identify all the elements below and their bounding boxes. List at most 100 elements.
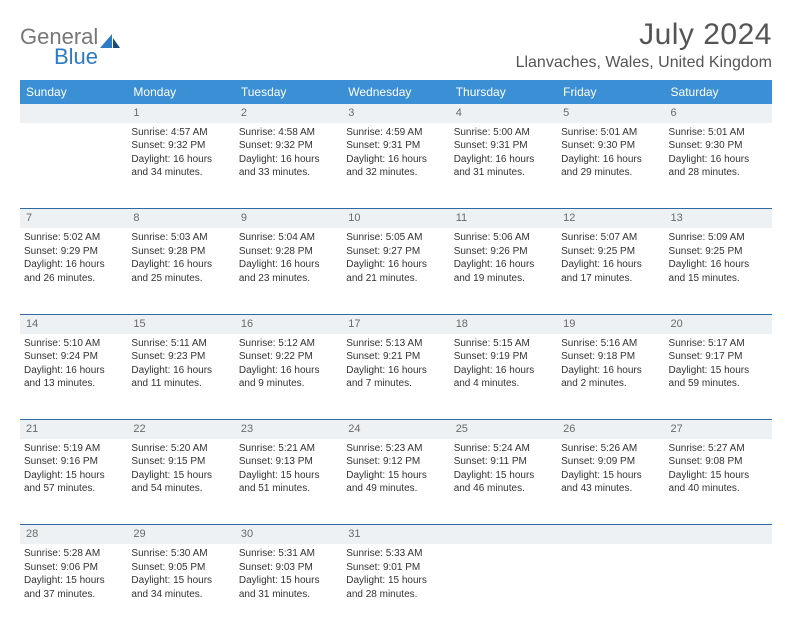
day-detail-cell	[450, 544, 557, 630]
sunset-line: Sunset: 9:30 PM	[561, 139, 660, 153]
day-detail-cell: Sunrise: 5:01 AMSunset: 9:30 PMDaylight:…	[665, 123, 772, 209]
day-detail-cell: Sunrise: 4:58 AMSunset: 9:32 PMDaylight:…	[235, 123, 342, 209]
daylight-line: Daylight: 16 hours and 28 minutes.	[669, 153, 768, 180]
day-number-cell: 10	[342, 209, 449, 228]
weekday-tuesday: Tuesday	[235, 80, 342, 104]
sunset-line: Sunset: 9:03 PM	[239, 561, 338, 575]
day-detail-cell: Sunrise: 5:27 AMSunset: 9:08 PMDaylight:…	[665, 439, 772, 525]
day-detail-cell: Sunrise: 5:20 AMSunset: 9:15 PMDaylight:…	[127, 439, 234, 525]
daylight-line: Daylight: 15 hours and 43 minutes.	[561, 469, 660, 496]
day-number-cell: 28	[20, 525, 127, 544]
daynum-row: 21222324252627	[20, 420, 772, 439]
sunrise-line: Sunrise: 5:01 AM	[561, 126, 660, 140]
calendar-body: 123456Sunrise: 4:57 AMSunset: 9:32 PMDay…	[20, 104, 772, 630]
sunrise-line: Sunrise: 5:28 AM	[24, 547, 123, 561]
sunrise-line: Sunrise: 5:05 AM	[346, 231, 445, 245]
daynum-row: 28293031	[20, 525, 772, 544]
day-detail-cell: Sunrise: 5:11 AMSunset: 9:23 PMDaylight:…	[127, 334, 234, 420]
sunrise-line: Sunrise: 5:20 AM	[131, 442, 230, 456]
daylight-line: Daylight: 16 hours and 31 minutes.	[454, 153, 553, 180]
day-detail-cell: Sunrise: 5:09 AMSunset: 9:25 PMDaylight:…	[665, 228, 772, 314]
day-number-cell: 21	[20, 420, 127, 439]
day-detail-cell: Sunrise: 5:21 AMSunset: 9:13 PMDaylight:…	[235, 439, 342, 525]
day-detail-cell: Sunrise: 5:24 AMSunset: 9:11 PMDaylight:…	[450, 439, 557, 525]
sunrise-line: Sunrise: 5:33 AM	[346, 547, 445, 561]
day-number-cell: 23	[235, 420, 342, 439]
weekday-thursday: Thursday	[450, 80, 557, 104]
sunset-line: Sunset: 9:31 PM	[454, 139, 553, 153]
sunrise-line: Sunrise: 5:27 AM	[669, 442, 768, 456]
sunset-line: Sunset: 9:21 PM	[346, 350, 445, 364]
day-number-cell: 26	[557, 420, 664, 439]
day-number-cell: 3	[342, 104, 449, 123]
sunrise-line: Sunrise: 5:31 AM	[239, 547, 338, 561]
day-number-cell: 7	[20, 209, 127, 228]
day-number-cell: 24	[342, 420, 449, 439]
sunset-line: Sunset: 9:30 PM	[669, 139, 768, 153]
sunset-line: Sunset: 9:18 PM	[561, 350, 660, 364]
day-detail-cell: Sunrise: 5:17 AMSunset: 9:17 PMDaylight:…	[665, 334, 772, 420]
day-detail-cell: Sunrise: 5:04 AMSunset: 9:28 PMDaylight:…	[235, 228, 342, 314]
sunset-line: Sunset: 9:11 PM	[454, 455, 553, 469]
daylight-line: Daylight: 16 hours and 34 minutes.	[131, 153, 230, 180]
daylight-line: Daylight: 15 hours and 54 minutes.	[131, 469, 230, 496]
weekday-saturday: Saturday	[665, 80, 772, 104]
sunset-line: Sunset: 9:08 PM	[669, 455, 768, 469]
day-number-cell: 1	[127, 104, 234, 123]
daylight-line: Daylight: 16 hours and 26 minutes.	[24, 258, 123, 285]
daylight-line: Daylight: 16 hours and 11 minutes.	[131, 364, 230, 391]
daylight-line: Daylight: 16 hours and 9 minutes.	[239, 364, 338, 391]
day-detail-cell: Sunrise: 5:15 AMSunset: 9:19 PMDaylight:…	[450, 334, 557, 420]
day-detail-cell: Sunrise: 5:33 AMSunset: 9:01 PMDaylight:…	[342, 544, 449, 630]
sunset-line: Sunset: 9:05 PM	[131, 561, 230, 575]
day-detail-cell: Sunrise: 5:06 AMSunset: 9:26 PMDaylight:…	[450, 228, 557, 314]
daylight-line: Daylight: 16 hours and 17 minutes.	[561, 258, 660, 285]
day-detail-cell: Sunrise: 5:30 AMSunset: 9:05 PMDaylight:…	[127, 544, 234, 630]
day-detail-cell	[20, 123, 127, 209]
daylight-line: Daylight: 16 hours and 4 minutes.	[454, 364, 553, 391]
sunset-line: Sunset: 9:25 PM	[669, 245, 768, 259]
sunset-line: Sunset: 9:32 PM	[131, 139, 230, 153]
sunrise-line: Sunrise: 5:30 AM	[131, 547, 230, 561]
day-detail-cell: Sunrise: 5:23 AMSunset: 9:12 PMDaylight:…	[342, 439, 449, 525]
day-detail-cell: Sunrise: 5:02 AMSunset: 9:29 PMDaylight:…	[20, 228, 127, 314]
day-number-cell: 4	[450, 104, 557, 123]
day-number-cell: 11	[450, 209, 557, 228]
sunset-line: Sunset: 9:12 PM	[346, 455, 445, 469]
sunrise-line: Sunrise: 5:06 AM	[454, 231, 553, 245]
day-number-cell: 29	[127, 525, 234, 544]
day-number-cell	[20, 104, 127, 123]
day-detail-cell: Sunrise: 5:19 AMSunset: 9:16 PMDaylight:…	[20, 439, 127, 525]
sunrise-line: Sunrise: 5:15 AM	[454, 337, 553, 351]
sunset-line: Sunset: 9:29 PM	[24, 245, 123, 259]
sunset-line: Sunset: 9:26 PM	[454, 245, 553, 259]
brand-logo: GeneralBlue	[20, 18, 120, 70]
sunset-line: Sunset: 9:27 PM	[346, 245, 445, 259]
sunrise-line: Sunrise: 5:26 AM	[561, 442, 660, 456]
day-number-cell: 15	[127, 314, 234, 333]
sunrise-line: Sunrise: 5:09 AM	[669, 231, 768, 245]
sunset-line: Sunset: 9:15 PM	[131, 455, 230, 469]
sunrise-line: Sunrise: 5:19 AM	[24, 442, 123, 456]
sunset-line: Sunset: 9:01 PM	[346, 561, 445, 575]
day-number-cell	[665, 525, 772, 544]
sunrise-line: Sunrise: 5:13 AM	[346, 337, 445, 351]
weekday-monday: Monday	[127, 80, 234, 104]
detail-row: Sunrise: 5:02 AMSunset: 9:29 PMDaylight:…	[20, 228, 772, 314]
day-detail-cell	[557, 544, 664, 630]
day-number-cell: 17	[342, 314, 449, 333]
month-title: July 2024	[516, 18, 772, 52]
day-number-cell: 22	[127, 420, 234, 439]
day-number-cell: 2	[235, 104, 342, 123]
sunset-line: Sunset: 9:19 PM	[454, 350, 553, 364]
day-detail-cell: Sunrise: 4:57 AMSunset: 9:32 PMDaylight:…	[127, 123, 234, 209]
daynum-row: 78910111213	[20, 209, 772, 228]
day-number-cell: 27	[665, 420, 772, 439]
sunset-line: Sunset: 9:28 PM	[131, 245, 230, 259]
daylight-line: Daylight: 15 hours and 49 minutes.	[346, 469, 445, 496]
day-detail-cell: Sunrise: 5:26 AMSunset: 9:09 PMDaylight:…	[557, 439, 664, 525]
sunrise-line: Sunrise: 5:11 AM	[131, 337, 230, 351]
detail-row: Sunrise: 5:10 AMSunset: 9:24 PMDaylight:…	[20, 334, 772, 420]
sunrise-line: Sunrise: 4:58 AM	[239, 126, 338, 140]
day-detail-cell: Sunrise: 5:31 AMSunset: 9:03 PMDaylight:…	[235, 544, 342, 630]
